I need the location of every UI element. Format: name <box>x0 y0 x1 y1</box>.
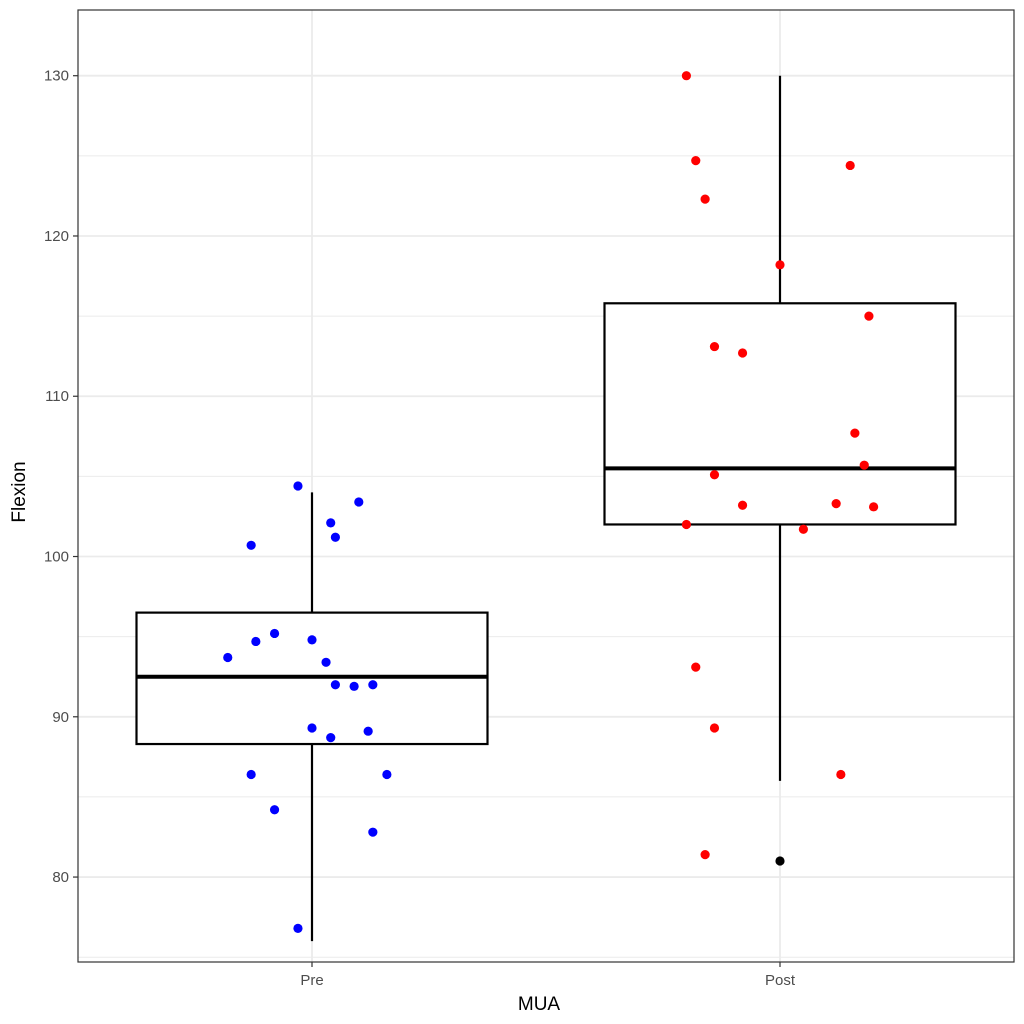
point-pre <box>363 726 373 736</box>
interquartile-box <box>603 302 957 526</box>
point-pre <box>293 923 303 933</box>
y-axis-ticks: 80 90 100 110 120 130 <box>44 68 78 886</box>
data-points <box>223 71 879 933</box>
point-pre <box>251 636 261 647</box>
point-pre <box>269 805 280 815</box>
point-post <box>798 524 809 534</box>
point-pre <box>368 680 378 690</box>
panel-border <box>77 9 1015 963</box>
point-pre <box>307 635 317 645</box>
y-tick-label: 80 <box>52 869 69 886</box>
point-post <box>700 850 710 860</box>
point-post <box>845 160 855 171</box>
point-post <box>859 460 869 470</box>
point-pre <box>354 497 364 507</box>
point-post <box>709 470 720 480</box>
point-pre <box>368 827 378 837</box>
point-post <box>709 723 720 733</box>
point-pre <box>349 681 359 691</box>
point-pre <box>326 518 336 528</box>
x-axis-title: MUA <box>518 994 561 1015</box>
point-pre <box>330 532 340 542</box>
y-tick-label: 130 <box>44 68 69 85</box>
point-pre <box>330 680 340 690</box>
x-axis-ticks: Pre Post <box>300 962 796 989</box>
point-post <box>709 341 720 352</box>
point-pre <box>307 723 317 733</box>
box-post <box>603 75 957 866</box>
point-pre <box>246 540 256 550</box>
point-pre <box>382 769 392 780</box>
point-post <box>700 194 710 204</box>
point-post <box>681 519 692 530</box>
y-axis-title: Flexion <box>9 461 30 522</box>
point-pre <box>246 769 256 780</box>
point-post <box>864 311 874 321</box>
point-post <box>737 500 748 510</box>
point-pre <box>321 657 331 667</box>
y-tick-label: 110 <box>45 388 69 405</box>
y-tick-label: 90 <box>52 709 69 726</box>
point-post <box>831 499 841 509</box>
x-tick-label: Pre <box>300 972 323 989</box>
point-pre <box>326 733 336 743</box>
point-post <box>737 348 748 358</box>
y-tick-label: 100 <box>44 549 69 566</box>
point-post <box>691 662 701 672</box>
box-pre <box>135 492 489 942</box>
point-pre <box>293 481 303 491</box>
boxes <box>135 75 957 942</box>
point-pre <box>269 628 280 639</box>
point-post <box>691 156 701 166</box>
x-tick-label: Post <box>765 972 796 989</box>
outlier-point <box>775 856 785 866</box>
point-post <box>836 769 846 780</box>
point-post <box>850 428 860 438</box>
y-tick-label: 120 <box>44 228 69 245</box>
point-pre <box>223 652 233 663</box>
point-post <box>869 502 879 512</box>
point-post <box>775 260 785 270</box>
point-post <box>681 71 692 81</box>
